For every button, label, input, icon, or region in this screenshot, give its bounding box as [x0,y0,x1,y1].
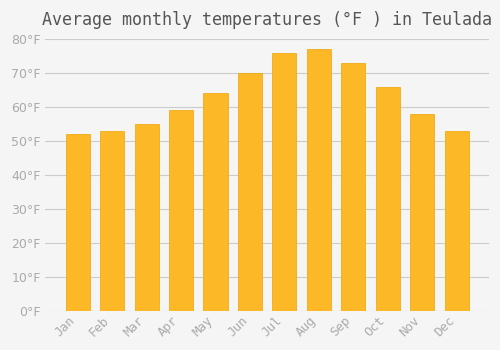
Bar [134,124,158,311]
Bar [100,131,124,311]
Bar [66,134,90,311]
Bar [444,131,468,311]
Bar [169,110,193,311]
Bar [204,93,228,311]
Bar [272,52,296,311]
Bar [410,114,434,311]
Bar [307,49,331,311]
Title: Average monthly temperatures (°F ) in Teulada: Average monthly temperatures (°F ) in Te… [42,11,492,29]
Bar [342,63,365,311]
Bar [238,73,262,311]
Bar [376,86,400,311]
